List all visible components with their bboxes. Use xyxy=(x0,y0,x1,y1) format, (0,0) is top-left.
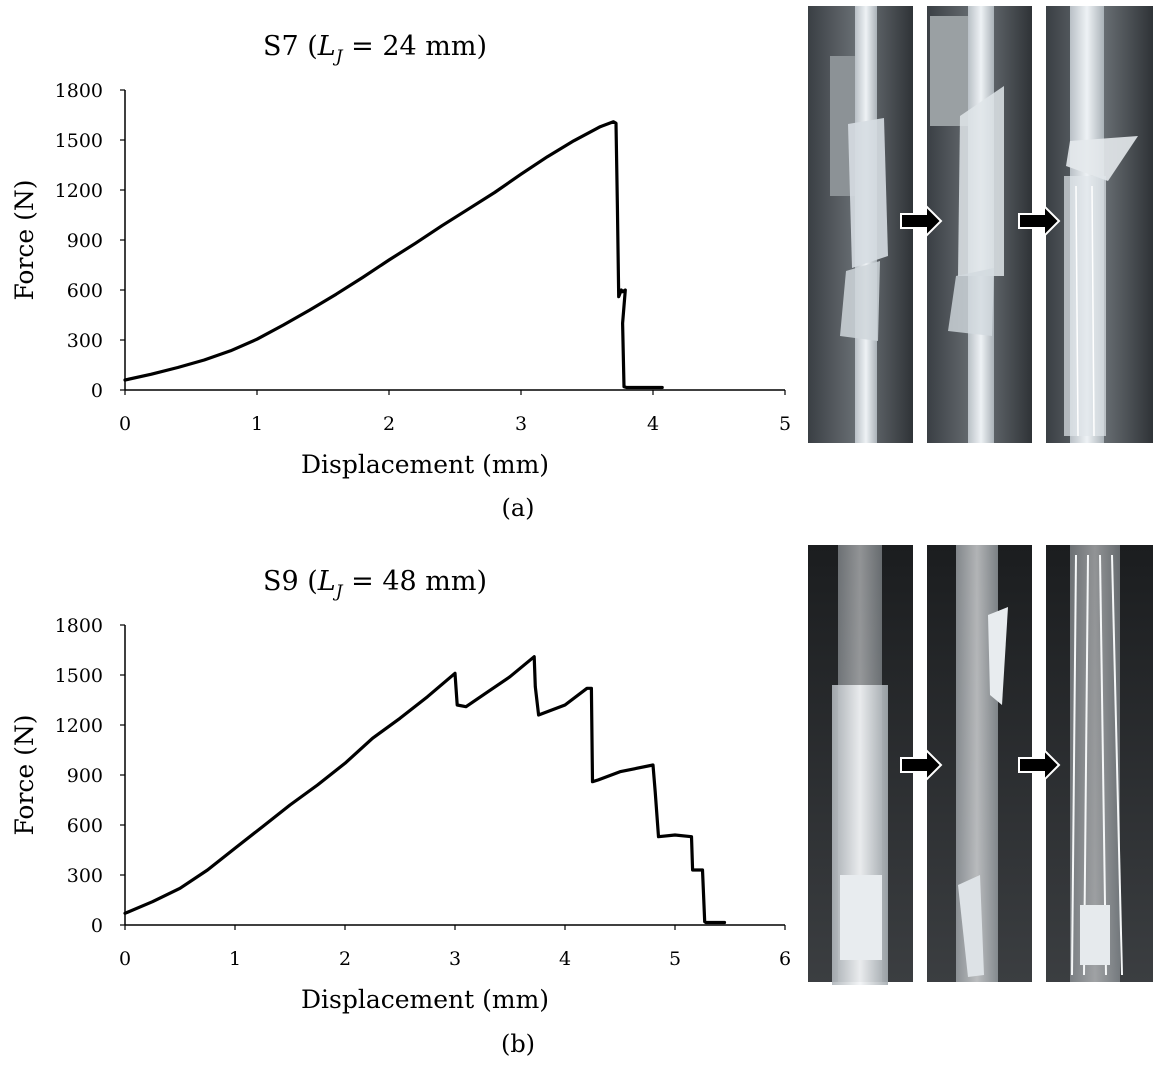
arrow-icon xyxy=(1018,747,1061,783)
y-tick-label: 300 xyxy=(67,865,103,887)
x-tick-label: 5 xyxy=(669,948,681,970)
arrow-icon xyxy=(900,747,943,783)
y-tick-label: 900 xyxy=(67,230,103,252)
chart-title-rest: = 48 mm) xyxy=(343,566,487,597)
x-tick-label: 1 xyxy=(251,413,263,435)
photo-sequence-b xyxy=(808,545,1153,985)
x-tick-label: 3 xyxy=(449,948,461,970)
x-tick-label: 0 xyxy=(119,948,131,970)
arrow-icon xyxy=(1018,203,1061,239)
series-line-a-0 xyxy=(123,120,664,390)
chart-title-var: L xyxy=(317,566,336,597)
y-tick-label: 1200 xyxy=(55,715,103,737)
photo-sequence-a xyxy=(808,6,1153,443)
chart-title-sub: J xyxy=(333,47,344,67)
y-tick-label: 0 xyxy=(91,915,103,937)
photo-a3 xyxy=(1046,6,1153,443)
x-tick-label: 2 xyxy=(383,413,395,435)
chart-title-sub: J xyxy=(333,582,344,602)
y-tick-label: 300 xyxy=(67,330,103,352)
x-axis-label: Displacement (mm) xyxy=(301,985,549,1014)
series-line-b-0 xyxy=(123,655,727,925)
arrow-icon xyxy=(900,203,943,239)
chart-b: S9 (LJ = 48 mm) 0 300 600 900 1200 1500 1800 0 1 2… xyxy=(10,566,791,1014)
x-axis-label: Displacement (mm) xyxy=(301,450,549,479)
photo-a2 xyxy=(927,6,1032,443)
x-tick-label: 1 xyxy=(229,948,241,970)
y-tick-label: 600 xyxy=(67,280,103,302)
panel-caption-b: (b) xyxy=(500,1030,536,1058)
photo-b2 xyxy=(927,545,1032,982)
y-tick-label: 1500 xyxy=(55,665,103,687)
chart-title: S7 (LJ = 24 mm) xyxy=(263,31,487,67)
photo-a1 xyxy=(808,6,913,443)
panel-caption-a: (a) xyxy=(501,494,535,522)
chart-title-var: L xyxy=(317,31,336,62)
x-tick-label: 3 xyxy=(515,413,527,435)
x-tick-label: 6 xyxy=(779,948,791,970)
photo-b1 xyxy=(808,545,913,985)
chart-title-text: S7 ( xyxy=(263,31,318,62)
y-axis-label: Force (N) xyxy=(10,714,39,835)
y-tick-label: 1200 xyxy=(55,180,103,202)
chart-a: S7 (LJ = 24 mm) 0 300 600 900 1200 1500 1800 0 1 2… xyxy=(10,31,791,479)
chart-title-rest: = 24 mm) xyxy=(343,31,487,62)
chart-title-text: S9 ( xyxy=(263,566,318,597)
y-tick-label: 1500 xyxy=(55,130,103,152)
x-tick-label: 5 xyxy=(779,413,791,435)
y-tick-label: 1800 xyxy=(55,615,103,637)
y-tick-label: 1800 xyxy=(55,80,103,102)
y-tick-label: 0 xyxy=(91,380,103,402)
y-tick-label: 600 xyxy=(67,815,103,837)
y-tick-label: 900 xyxy=(67,765,103,787)
photo-b3 xyxy=(1046,545,1153,982)
x-tick-label: 0 xyxy=(119,413,131,435)
x-tick-label: 2 xyxy=(339,948,351,970)
x-tick-label: 4 xyxy=(559,948,571,970)
chart-title: S9 (LJ = 48 mm) xyxy=(263,566,487,602)
y-axis-label: Force (N) xyxy=(10,179,39,300)
x-tick-label: 4 xyxy=(647,413,659,435)
